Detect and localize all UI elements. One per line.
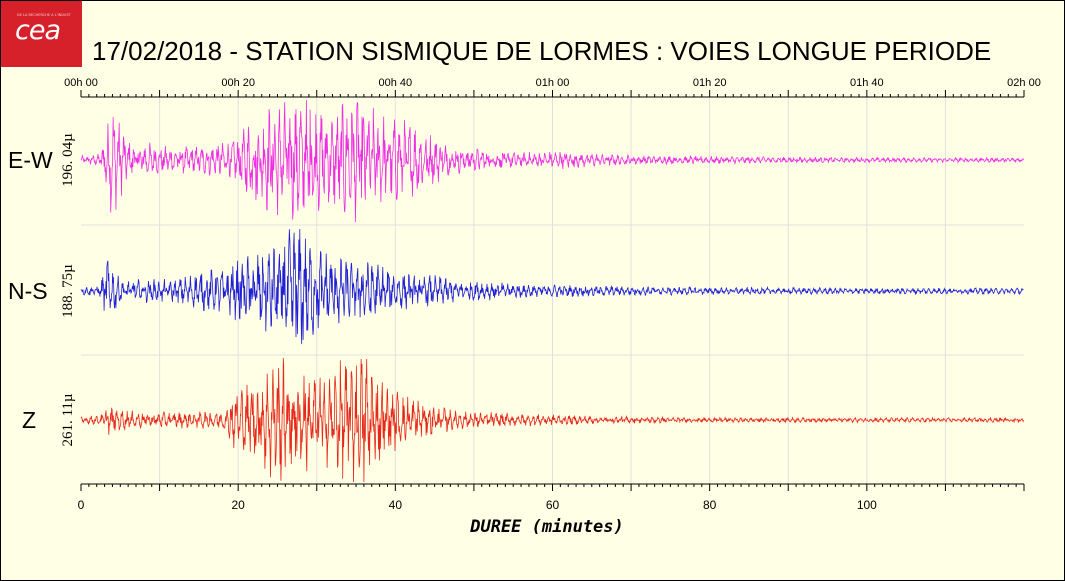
labels: E-W 196. 04µ N-S 188. 75µ Z 261. 11µ: [8, 133, 76, 447]
channel-label: E-W: [8, 147, 53, 173]
axes: 00h 00 00h 20 00h 40 01h 00 01h 20 01h 40 02h …: [64, 77, 1041, 537]
x-tick-label: 0: [78, 498, 85, 512]
grid: [81, 97, 1024, 484]
x-axis-label: DUREE (minutes): [469, 517, 624, 537]
cea-logo: DE LA RECHERCHE À L'INDUSTRIE cea: [1, 1, 82, 67]
top-tick-label: 00h 20: [221, 77, 255, 89]
x-tick-label: 40: [389, 498, 403, 512]
channel-label: N-S: [8, 278, 48, 304]
amplitude-label: 188. 75µ: [60, 264, 76, 318]
trace-z: [80, 357, 1024, 483]
chart-title: 17/02/2018 - STATION SISMIQUE DE LORMES …: [92, 36, 992, 66]
top-tick-label: 01h 00: [536, 77, 570, 89]
x-tick-label: 60: [546, 498, 560, 512]
x-tick-label: 80: [703, 498, 717, 512]
amplitude-label: 261. 11µ: [60, 393, 76, 446]
x-tick-label: 20: [231, 498, 245, 512]
top-tick-label: 01h 20: [693, 77, 727, 89]
traces: [80, 99, 1024, 483]
logo-tagline: DE LA RECHERCHE À L'INDUSTRIE: [17, 13, 71, 17]
top-tick-label: 00h 40: [379, 77, 413, 89]
logo-word: cea: [15, 15, 61, 46]
top-tick-label: 01h 40: [850, 77, 884, 89]
trace-ns: [80, 228, 1024, 345]
channel-label: Z: [22, 407, 36, 433]
x-tick-label: 100: [857, 498, 877, 512]
trace-ew: [80, 99, 1024, 223]
top-tick-label: 00h 00: [64, 77, 98, 89]
amplitude-label: 196. 04µ: [60, 133, 76, 187]
top-tick-label: 02h 00: [1007, 77, 1041, 89]
